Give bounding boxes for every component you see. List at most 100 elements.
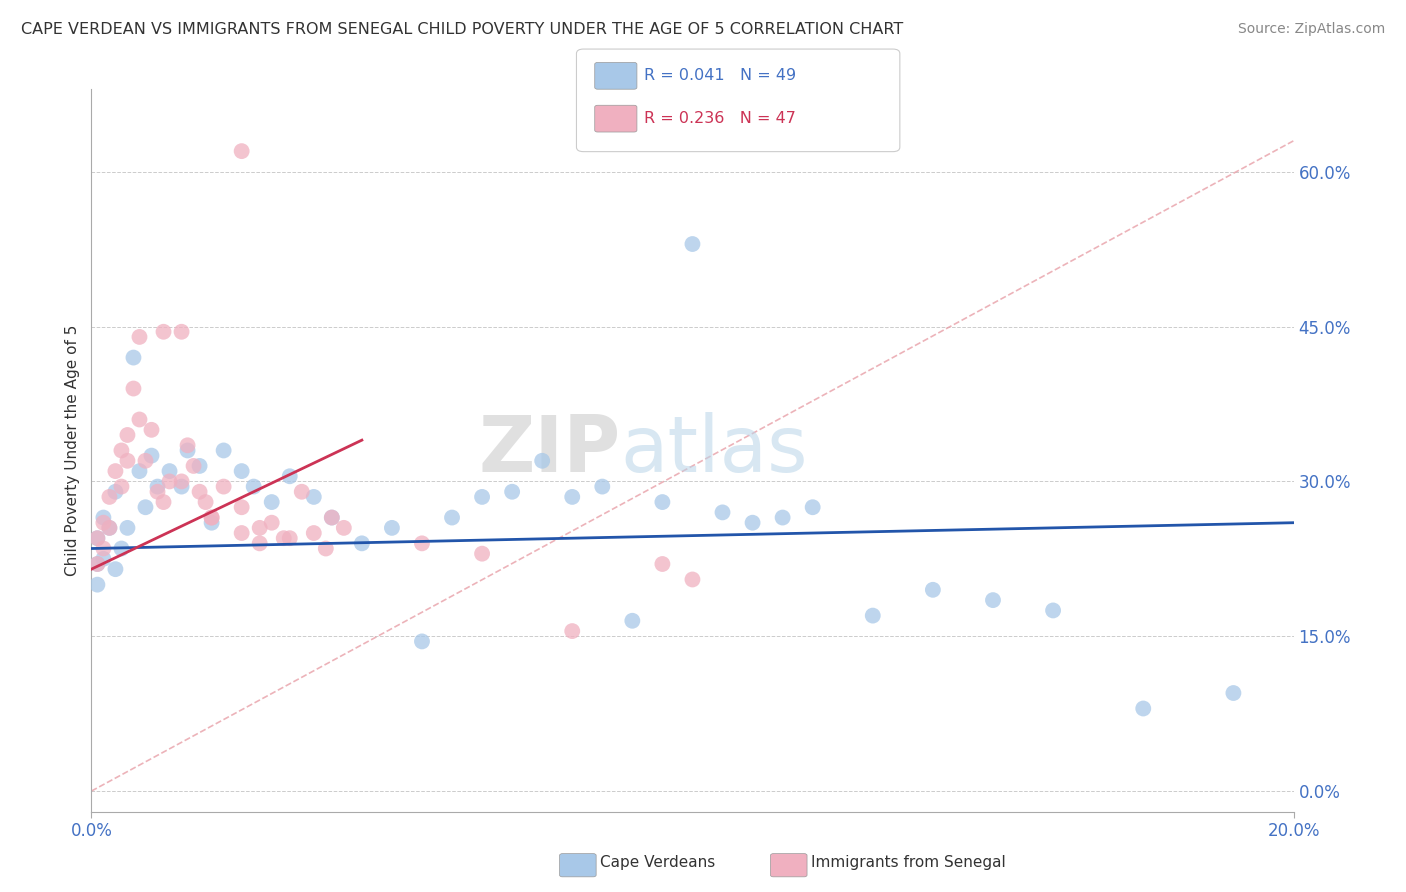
Point	[741, 516, 763, 530]
Point	[260, 516, 283, 530]
Point	[104, 484, 127, 499]
Point	[350, 536, 373, 550]
Point	[201, 510, 224, 524]
Text: CAPE VERDEAN VS IMMIGRANTS FROM SENEGAL CHILD POVERTY UNDER THE AGE OF 5 CORRELA: CAPE VERDEAN VS IMMIGRANTS FROM SENEGAL …	[21, 22, 903, 37]
Point	[170, 325, 193, 339]
Point	[176, 443, 198, 458]
Point	[86, 557, 108, 571]
Point	[981, 593, 1004, 607]
Point	[117, 454, 139, 468]
Point	[922, 582, 945, 597]
Point	[128, 330, 150, 344]
Point	[681, 573, 703, 587]
Point	[146, 484, 169, 499]
Point	[128, 412, 150, 426]
Point	[278, 469, 301, 483]
Point	[170, 480, 193, 494]
Point	[212, 443, 235, 458]
Text: atlas: atlas	[620, 412, 808, 489]
Point	[212, 480, 235, 494]
Point	[117, 521, 139, 535]
Point	[242, 480, 264, 494]
Point	[104, 562, 127, 576]
Text: Immigrants from Senegal: Immigrants from Senegal	[811, 855, 1007, 870]
Point	[93, 516, 115, 530]
Text: ZIP: ZIP	[478, 412, 620, 489]
Point	[159, 475, 181, 489]
Point	[561, 490, 583, 504]
Point	[152, 325, 174, 339]
Point	[110, 443, 132, 458]
Point	[273, 531, 295, 545]
Point	[86, 577, 108, 591]
Point	[141, 423, 163, 437]
Point	[152, 495, 174, 509]
Point	[471, 547, 494, 561]
Point	[110, 480, 132, 494]
Point	[128, 464, 150, 478]
Point	[98, 521, 121, 535]
Point	[333, 521, 356, 535]
Point	[411, 634, 433, 648]
Point	[122, 382, 145, 396]
Point	[711, 505, 734, 519]
Text: R = 0.236   N = 47: R = 0.236 N = 47	[644, 112, 796, 126]
Point	[201, 516, 224, 530]
Point	[561, 624, 583, 639]
Point	[501, 484, 523, 499]
Point	[146, 480, 169, 494]
Point	[201, 510, 224, 524]
Point	[134, 500, 156, 515]
Point	[315, 541, 337, 556]
Point	[381, 521, 404, 535]
Point	[621, 614, 644, 628]
Point	[194, 495, 217, 509]
Point	[801, 500, 824, 515]
Point	[183, 458, 205, 473]
Point	[249, 536, 271, 550]
Point	[98, 490, 121, 504]
Point	[471, 490, 494, 504]
Point	[86, 531, 108, 545]
Point	[260, 495, 283, 509]
Point	[170, 475, 193, 489]
Point	[591, 480, 613, 494]
Point	[93, 551, 115, 566]
Point	[117, 428, 139, 442]
Point	[176, 438, 198, 452]
Text: Cape Verdeans: Cape Verdeans	[600, 855, 716, 870]
Point	[302, 490, 325, 504]
Point	[98, 521, 121, 535]
Point	[321, 510, 343, 524]
Point	[122, 351, 145, 365]
Point	[104, 464, 127, 478]
Point	[1222, 686, 1244, 700]
Point	[651, 495, 673, 509]
Point	[862, 608, 884, 623]
Point	[231, 526, 253, 541]
Point	[278, 531, 301, 545]
Point	[86, 531, 108, 545]
Point	[1132, 701, 1154, 715]
Point	[249, 521, 271, 535]
Point	[231, 464, 253, 478]
Point	[321, 510, 343, 524]
Point	[681, 237, 703, 252]
Point	[1042, 603, 1064, 617]
Point	[141, 449, 163, 463]
Point	[134, 454, 156, 468]
Text: R = 0.041   N = 49: R = 0.041 N = 49	[644, 69, 796, 83]
Point	[188, 458, 211, 473]
Point	[231, 144, 253, 158]
Point	[772, 510, 794, 524]
Point	[93, 541, 115, 556]
Point	[440, 510, 463, 524]
Point	[651, 557, 673, 571]
Point	[110, 541, 132, 556]
Point	[411, 536, 433, 550]
Point	[302, 526, 325, 541]
Point	[531, 454, 554, 468]
Point	[291, 484, 314, 499]
Point	[159, 464, 181, 478]
Point	[86, 557, 108, 571]
